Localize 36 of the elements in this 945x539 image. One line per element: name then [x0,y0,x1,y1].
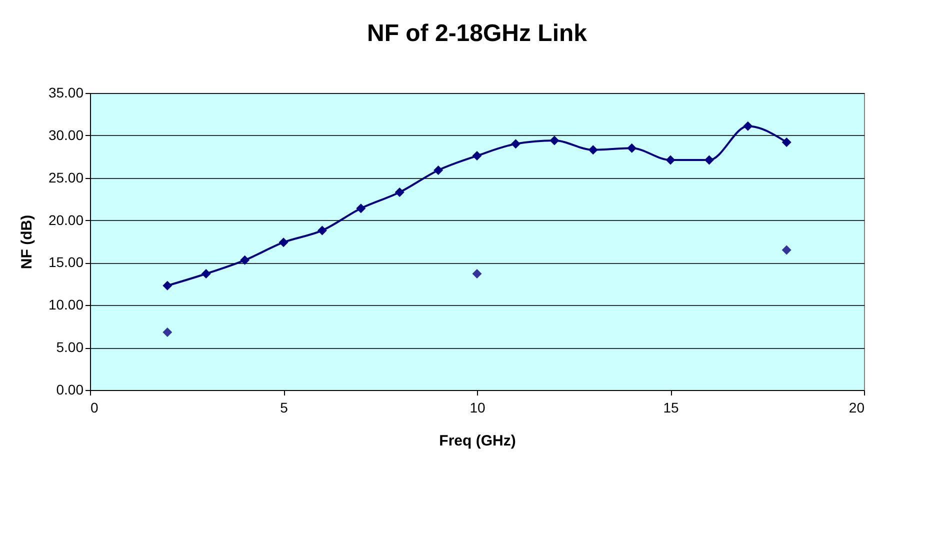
y-tick-label: 30.00 [48,126,84,143]
point [472,151,482,161]
y-tick-label: 5.00 [56,339,84,356]
x-tick-label: 0 [90,400,98,416]
point [510,139,520,149]
y-tick-label: 15.00 [48,254,84,270]
point [627,143,637,153]
y-tick-label: 35.00 [48,84,84,100]
x-tick-label: 5 [280,400,288,416]
y-axis-title: NF (dB) [18,214,36,270]
x-tick-label: 20 [848,400,865,416]
chart-title: NF of 2-18GHz Link [366,20,588,47]
point [162,280,172,290]
point [201,269,211,278]
point [317,226,327,236]
x-tick-label: 15 [663,400,679,416]
point [162,328,172,338]
point [588,145,598,155]
y-tick-label: 20.00 [48,212,84,228]
point [743,121,753,131]
point [704,155,714,165]
x-axis-title: Freq (GHz) [439,432,516,450]
point [472,269,482,278]
point [550,136,560,146]
y-tick-label: 25.00 [48,169,84,186]
point [434,165,444,175]
x-tick-label: 10 [470,400,486,416]
point [278,238,288,248]
point [356,204,366,214]
point [666,155,676,165]
y-tick-label: 10.00 [48,296,84,313]
point [394,188,404,198]
y-tick-label: 0.00 [56,382,84,398]
point [782,137,792,147]
point [782,245,792,255]
point [240,255,250,265]
